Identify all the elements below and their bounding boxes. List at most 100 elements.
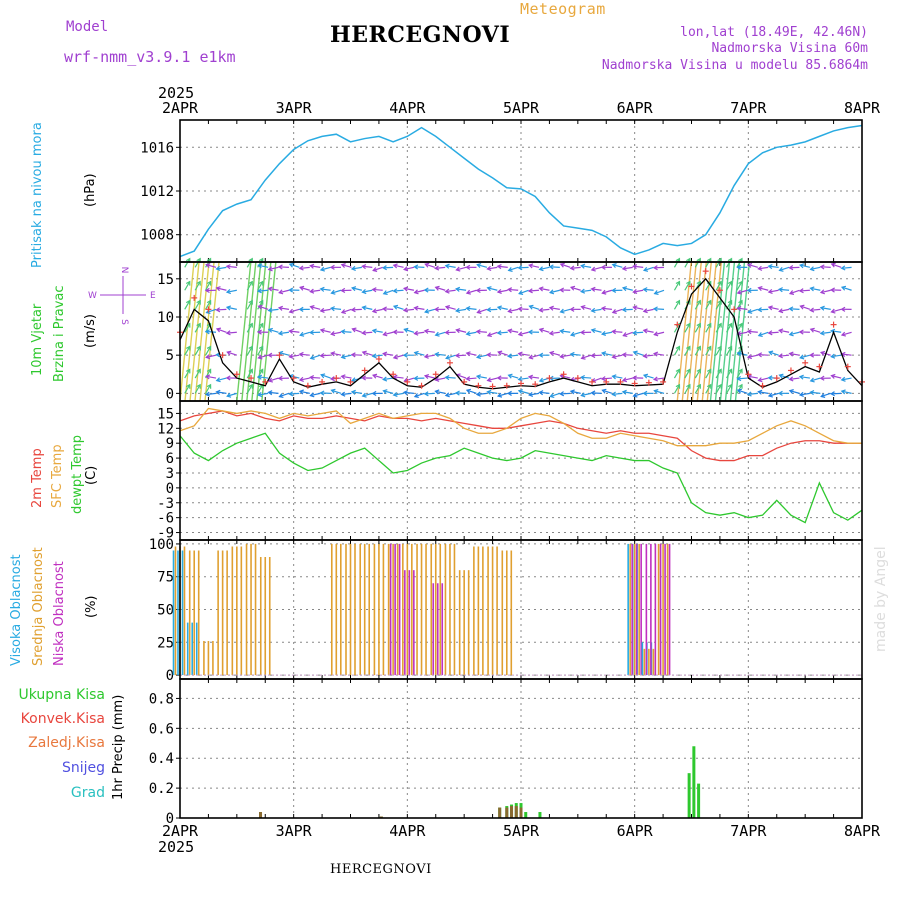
wind-arrow — [539, 308, 550, 311]
wind-arrow — [362, 351, 373, 356]
wind-arrowhead — [506, 390, 512, 396]
wind-arrow — [789, 331, 800, 336]
wind-arrow — [810, 377, 821, 382]
wind-arrowhead — [696, 345, 701, 351]
wind-arrowhead — [538, 266, 544, 272]
wind-arrow — [497, 306, 508, 310]
wind-arrow — [560, 330, 571, 333]
wind-arrowhead — [288, 262, 294, 268]
wind-arrow — [268, 266, 279, 271]
wind-arrowhead — [350, 389, 356, 395]
wind-arrow — [299, 377, 310, 381]
wind-arrow — [736, 258, 743, 268]
wind-arrowhead — [717, 280, 722, 286]
wind-arrow — [279, 352, 290, 356]
wind-arrowhead — [196, 368, 201, 374]
wind-arrowhead — [185, 368, 191, 374]
wind-arrow — [362, 331, 373, 334]
wind-hatch — [236, 261, 252, 402]
wind-arrow — [810, 391, 821, 394]
wind-arrow — [466, 389, 477, 394]
wind-arrowhead — [538, 377, 544, 383]
wind-arrowhead — [205, 263, 211, 269]
precip-total-bar — [697, 783, 701, 818]
wind-arrow — [768, 331, 779, 334]
wind-arrow — [591, 266, 602, 271]
wind-arrow — [393, 264, 404, 268]
wind-arrowhead — [319, 390, 325, 396]
wind-arrowhead — [486, 286, 492, 292]
wind-arrow — [570, 390, 581, 394]
wind-arrowhead — [204, 329, 210, 335]
wind-arrow — [456, 329, 467, 333]
wind-arrow — [549, 307, 560, 310]
y-tick-label: 0 — [166, 811, 174, 827]
wind-arrow — [393, 289, 404, 292]
wind-arrowhead — [686, 299, 691, 305]
wind-arrowhead — [278, 289, 284, 295]
wind-arrow — [497, 392, 508, 397]
wind-arrowhead — [590, 266, 596, 272]
wind-arrowhead — [434, 285, 440, 291]
wind-arrow — [694, 369, 701, 379]
wind-arrowhead — [747, 309, 753, 314]
wind-arrowhead — [309, 354, 315, 360]
wind-arrowhead — [392, 354, 398, 360]
year-top: 2025 — [158, 84, 195, 102]
year-bottom: 2025 — [158, 838, 195, 856]
wind-arrowhead — [361, 375, 367, 381]
wind-arrow — [694, 258, 701, 268]
wind-arrowhead — [248, 322, 253, 328]
wind-arrow — [424, 354, 435, 358]
wind-arrow — [654, 289, 665, 295]
wind-arrow — [383, 353, 394, 356]
wind-arrow — [673, 258, 680, 268]
wind-arrowhead — [621, 265, 627, 271]
wind-arrow — [289, 263, 300, 268]
wind-arrowhead — [215, 389, 221, 395]
compass-east: E — [150, 291, 156, 301]
wind-arrowhead — [675, 280, 681, 286]
wind-arrow — [404, 328, 415, 333]
wind-arrowhead — [632, 305, 638, 311]
wind-arrow — [820, 307, 831, 310]
wind-arrowhead — [225, 375, 231, 381]
y-tick-label: 25 — [157, 635, 174, 651]
wind-arrow — [549, 289, 560, 294]
wind-arrow — [487, 266, 498, 270]
wind-arrow — [810, 287, 821, 291]
precip-total-bar — [538, 812, 542, 818]
wind-arrow — [789, 377, 800, 380]
wind-arrow — [466, 307, 477, 310]
wind-arrowhead — [738, 322, 743, 328]
wind-arrow — [737, 389, 748, 394]
wind-arrowhead — [330, 331, 336, 337]
wind-arrow — [529, 305, 540, 310]
wind-arrow — [821, 392, 831, 398]
wind-arrowhead — [277, 375, 283, 381]
wind-arrowhead — [196, 345, 201, 351]
wind-arrow — [581, 265, 592, 268]
wind-arrow — [216, 328, 227, 333]
x-tick-label-top: 7APR — [730, 99, 767, 117]
wind-arrow — [612, 375, 623, 379]
wind-arrowhead — [256, 329, 262, 335]
wind-arrow — [810, 328, 821, 333]
wind-hatch — [184, 261, 200, 402]
wind-arrow — [383, 289, 394, 295]
wind-arrowhead — [736, 289, 742, 295]
wind-arrow — [393, 392, 404, 396]
wind-arrowhead — [248, 383, 253, 389]
wind-arrowhead — [717, 383, 722, 389]
wind-arrow — [216, 391, 227, 394]
wind-arrow — [737, 331, 748, 335]
wind-arrowhead — [258, 368, 264, 374]
wind-arrowhead — [205, 374, 211, 380]
wind-arrowhead — [434, 376, 440, 382]
wind-arrowhead — [590, 390, 596, 396]
wind-arrowhead — [497, 350, 503, 356]
wind-arrowhead — [340, 287, 346, 294]
wind-arrowhead — [258, 345, 264, 351]
y-tick-label: -9 — [157, 526, 174, 542]
wind-arrowhead — [675, 299, 681, 305]
